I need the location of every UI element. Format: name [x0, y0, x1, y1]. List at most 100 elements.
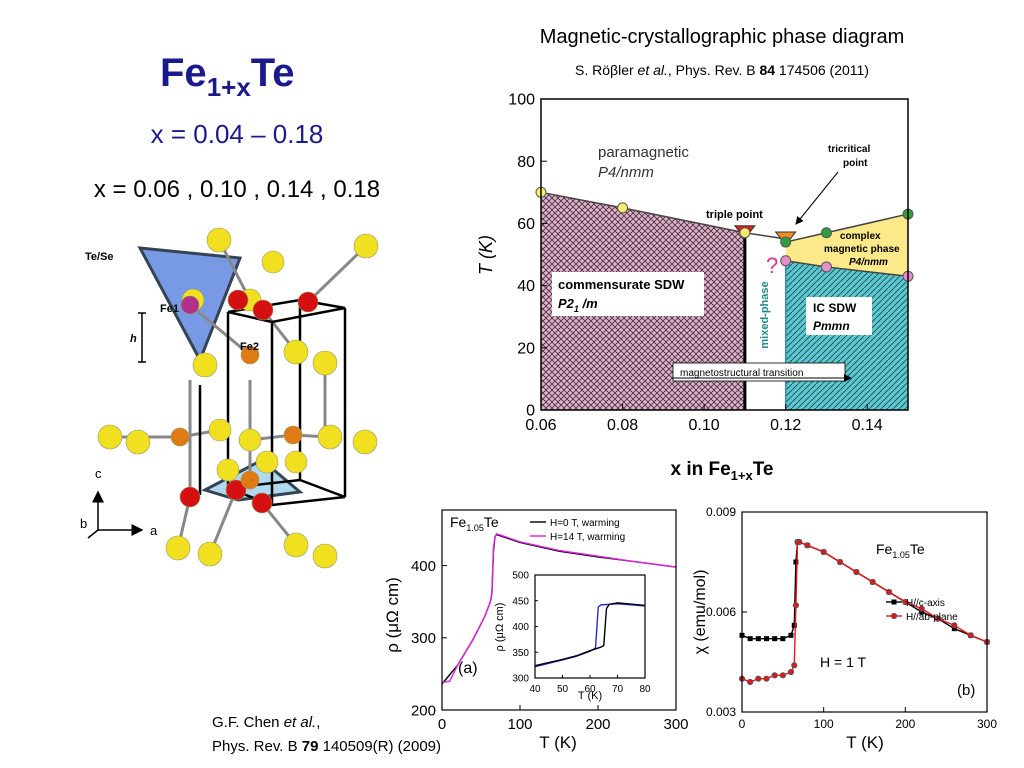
subtitle-part: 174506 (2011): [775, 62, 869, 78]
marker: [764, 636, 769, 642]
annotation: P4/nmm: [849, 257, 888, 268]
annotation: ?: [766, 253, 778, 278]
plot: 0 100 200 300 0.003 0.006 0.009 H//c-axis H//ab-…: [706, 505, 997, 731]
marker: [951, 626, 957, 632]
marker: [902, 598, 909, 606]
marker: [919, 609, 925, 615]
legend-label: H//ab-plane: [906, 612, 958, 623]
y-tick-label: 300: [411, 630, 436, 647]
annotation: tricritical: [828, 144, 870, 155]
y-tick-label: 300: [512, 674, 529, 685]
annotation: magnetic phase: [824, 244, 900, 255]
x-tick-label: 0.14: [852, 417, 883, 434]
marker: [763, 675, 770, 682]
plot-frame: [441, 509, 677, 711]
marker: [780, 236, 792, 248]
annotation: triple point: [706, 209, 763, 221]
chart-subtitle: S. Röβler et al., Phys. Rev. B 84 174506…: [575, 62, 869, 78]
annotation: paramagnetic: [598, 144, 689, 161]
x-tick-label: 300: [663, 716, 688, 733]
y-axis-label: ρ (μΩ cm): [494, 603, 506, 652]
ref-part: et al.: [284, 714, 317, 731]
annotation: complex: [840, 231, 881, 242]
subtitle-part: 84: [759, 62, 775, 78]
label-box: [552, 272, 704, 316]
label-box: [806, 297, 872, 335]
unit-cell: [198, 298, 347, 507]
reference: G.F. Chen et al.,: [212, 714, 320, 731]
marker: [747, 678, 754, 686]
chart-label: (a): [458, 660, 478, 677]
x-tick-label: 0: [739, 717, 746, 731]
y-tick-label: 350: [512, 648, 529, 659]
title-part: Te: [251, 51, 295, 95]
marker: [787, 668, 795, 676]
region: [785, 214, 908, 277]
marker: [779, 672, 786, 679]
x-tick-label: 300: [977, 717, 997, 731]
annotation-part: P2: [558, 296, 575, 311]
label-part: x in Fe: [670, 459, 730, 480]
x-tick-label: 0: [438, 716, 446, 733]
structure-label: h: [130, 333, 137, 345]
chart-label: H = 1 T: [820, 654, 866, 670]
marker: [853, 568, 860, 576]
y-axis-label: T (K): [476, 235, 496, 275]
chart-label: Fe1.05Te: [450, 514, 499, 533]
x-tick-label: 0.06: [525, 417, 556, 434]
annotation-part: 1: [574, 304, 579, 314]
marker: [869, 578, 876, 586]
ref-part: 79: [302, 738, 319, 755]
samples: x = 0.06 , 0.10 , 0.14 , 0.18: [94, 176, 380, 203]
annotation: point: [843, 158, 868, 169]
label-part: 1.05: [892, 550, 910, 560]
y-tick-label: 400: [411, 558, 436, 575]
y-tick-label: 450: [512, 596, 529, 607]
arrow: [795, 171, 839, 225]
chart-label: Fe1.05Te: [876, 541, 925, 560]
marker: [771, 672, 778, 679]
plot-frame: [534, 574, 646, 679]
subtitle-part: et al.: [638, 62, 668, 78]
x-tick-label: 200: [585, 716, 610, 733]
structure-label: a: [150, 523, 158, 538]
label-part: Fe: [450, 514, 467, 530]
x-axis-label: T (K): [846, 733, 883, 752]
x-tick-label: 100: [814, 717, 834, 731]
x-tick-label: 200: [895, 717, 915, 731]
label-part: Te: [753, 459, 774, 480]
plot-frame: [741, 511, 988, 713]
series-line: [741, 541, 988, 643]
y-tick-label: 20: [517, 340, 535, 357]
marker: [791, 662, 798, 669]
x-tick-label: 100: [507, 716, 532, 733]
ref-part: ,: [316, 714, 320, 731]
structure-label: Fe1: [160, 303, 179, 315]
range: x = 0.04 – 0.18: [151, 119, 324, 149]
label-part: Fe: [876, 541, 893, 557]
marker: [820, 548, 827, 556]
y-tick-label: 60: [517, 216, 535, 233]
marker: [804, 542, 811, 549]
plot-frame: [540, 98, 909, 411]
structure-label: Te/Se: [85, 251, 114, 263]
marker: [891, 599, 897, 605]
plot: 0 100 200 300 200 300 400 H=0 T, warming H=14 T,…: [411, 509, 689, 733]
marker: [967, 632, 974, 639]
marker: [739, 227, 751, 239]
x-axis-label: x in Fe1+xTe: [670, 459, 773, 483]
marker: [836, 558, 844, 566]
y-tick-label: 0: [526, 403, 535, 420]
marker: [951, 622, 958, 629]
ref-part: 140509(R) (2009): [318, 738, 441, 755]
y-tick-label: 500: [512, 571, 529, 582]
annotation: magnetostructural transition: [680, 368, 803, 379]
marker: [793, 559, 799, 565]
legend-label: H=0 T, warming: [550, 518, 620, 529]
marker: [890, 612, 898, 620]
title-sub: 1+x: [207, 72, 252, 102]
legend-label: H=14 T, warming: [550, 532, 625, 543]
marker: [617, 202, 629, 214]
